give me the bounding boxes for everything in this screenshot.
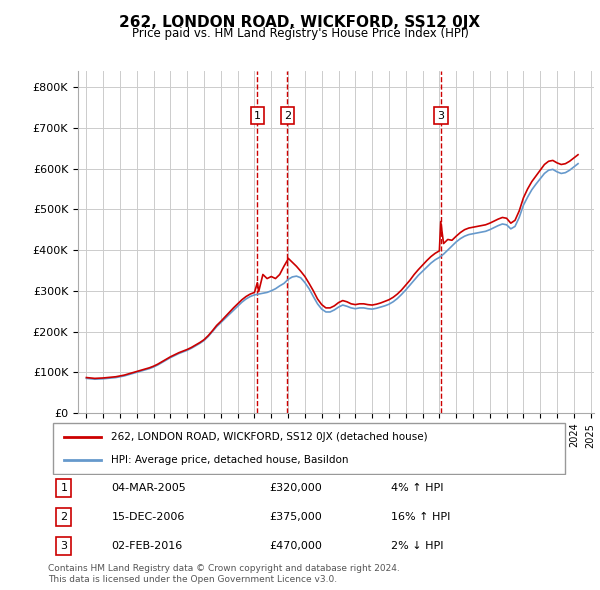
Text: 2% ↓ HPI: 2% ↓ HPI [391,542,444,551]
Text: £320,000: £320,000 [270,483,323,493]
Text: 2: 2 [60,512,67,522]
Text: 15-DEC-2006: 15-DEC-2006 [112,512,185,522]
Text: HPI: Average price, detached house, Basildon: HPI: Average price, detached house, Basi… [112,455,349,465]
Text: This data is licensed under the Open Government Licence v3.0.: This data is licensed under the Open Gov… [48,575,337,584]
Text: 2: 2 [284,110,291,120]
Text: £470,000: £470,000 [270,542,323,551]
Text: 1: 1 [61,483,67,493]
Text: 1: 1 [254,110,261,120]
Text: Price paid vs. HM Land Registry's House Price Index (HPI): Price paid vs. HM Land Registry's House … [131,27,469,40]
Text: 16% ↑ HPI: 16% ↑ HPI [391,512,451,522]
Text: 262, LONDON ROAD, WICKFORD, SS12 0JX: 262, LONDON ROAD, WICKFORD, SS12 0JX [119,15,481,30]
FancyBboxPatch shape [53,423,565,474]
Text: 262, LONDON ROAD, WICKFORD, SS12 0JX (detached house): 262, LONDON ROAD, WICKFORD, SS12 0JX (de… [112,432,428,442]
Text: 02-FEB-2016: 02-FEB-2016 [112,542,182,551]
Text: 3: 3 [437,110,444,120]
Text: Contains HM Land Registry data © Crown copyright and database right 2024.: Contains HM Land Registry data © Crown c… [48,565,400,573]
Text: 3: 3 [61,542,67,551]
Text: 4% ↑ HPI: 4% ↑ HPI [391,483,444,493]
Text: £375,000: £375,000 [270,512,323,522]
Text: 04-MAR-2005: 04-MAR-2005 [112,483,186,493]
